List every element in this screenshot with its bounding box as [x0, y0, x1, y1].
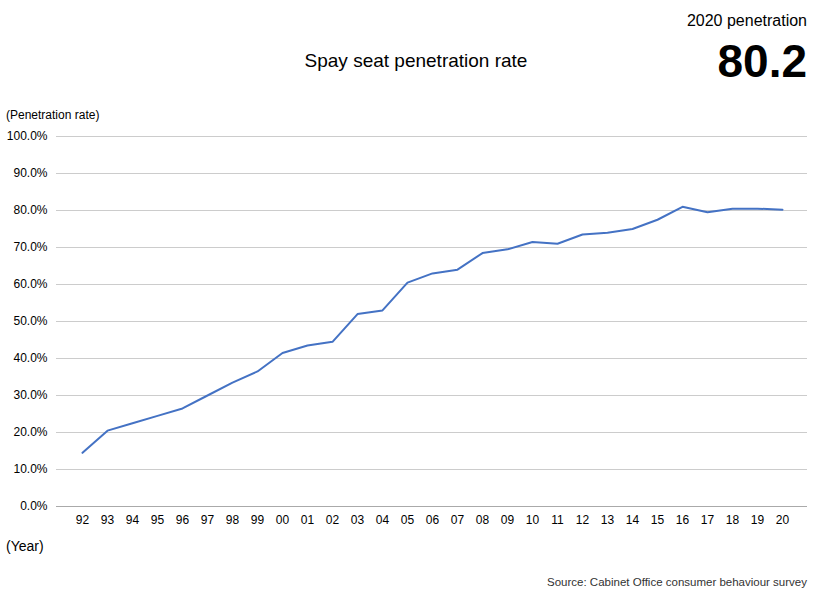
svg-text:07: 07 — [451, 513, 465, 527]
svg-text:09: 09 — [501, 513, 515, 527]
svg-text:10: 10 — [526, 513, 540, 527]
svg-text:97: 97 — [201, 513, 215, 527]
svg-text:94: 94 — [126, 513, 140, 527]
html-text:Spay seat penetration rate: Spay seat penetration rate — [304, 50, 528, 71]
svg-text:20: 20 — [776, 513, 790, 527]
svg-text:60.0%: 60.0% — [13, 277, 47, 291]
html-text:Source: Cabinet Office consume: Source: Cabinet Office consumer behaviou… — [547, 576, 807, 588]
svg-text:30.0%: 30.0% — [13, 388, 47, 402]
svg-text:11: 11 — [551, 513, 564, 527]
svg-text:70.0%: 70.0% — [13, 240, 47, 254]
html-text:(Penetration rate): (Penetration rate) — [6, 108, 100, 122]
svg-text:06: 06 — [426, 513, 440, 527]
svg-text:80.0%: 80.0% — [13, 203, 47, 217]
svg-text:12: 12 — [576, 513, 590, 527]
svg-text:00: 00 — [276, 513, 290, 527]
svg-text:01: 01 — [301, 513, 315, 527]
html-text:80.2: 80.2 — [717, 35, 807, 87]
svg-text:15: 15 — [651, 513, 665, 527]
svg-text:96: 96 — [176, 513, 190, 527]
svg-text:05: 05 — [401, 513, 415, 527]
svg-text:100.0%: 100.0% — [7, 129, 48, 143]
svg-text:14: 14 — [626, 513, 640, 527]
svg-text:10.0%: 10.0% — [13, 462, 47, 476]
svg-text:92: 92 — [76, 513, 90, 527]
svg-text:99: 99 — [251, 513, 265, 527]
html-text:2020 penetration: 2020 penetration — [686, 12, 807, 29]
svg-text:50.0%: 50.0% — [13, 314, 47, 328]
html-text:(Year): (Year) — [6, 538, 44, 554]
svg-text:95: 95 — [151, 513, 165, 527]
svg-text:18: 18 — [726, 513, 740, 527]
svg-text:0.0%: 0.0% — [20, 499, 48, 513]
svg-text:93: 93 — [101, 513, 115, 527]
svg-text:90.0%: 90.0% — [13, 166, 47, 180]
svg-text:08: 08 — [476, 513, 490, 527]
svg-text:03: 03 — [351, 513, 365, 527]
svg-text:98: 98 — [226, 513, 240, 527]
svg-text:40.0%: 40.0% — [13, 351, 47, 365]
svg-text:16: 16 — [676, 513, 690, 527]
svg-text:19: 19 — [751, 513, 765, 527]
svg-text:20.0%: 20.0% — [13, 425, 47, 439]
svg-text:02: 02 — [326, 513, 340, 527]
svg-text:13: 13 — [601, 513, 615, 527]
svg-text:04: 04 — [376, 513, 390, 527]
svg-text:17: 17 — [701, 513, 715, 527]
